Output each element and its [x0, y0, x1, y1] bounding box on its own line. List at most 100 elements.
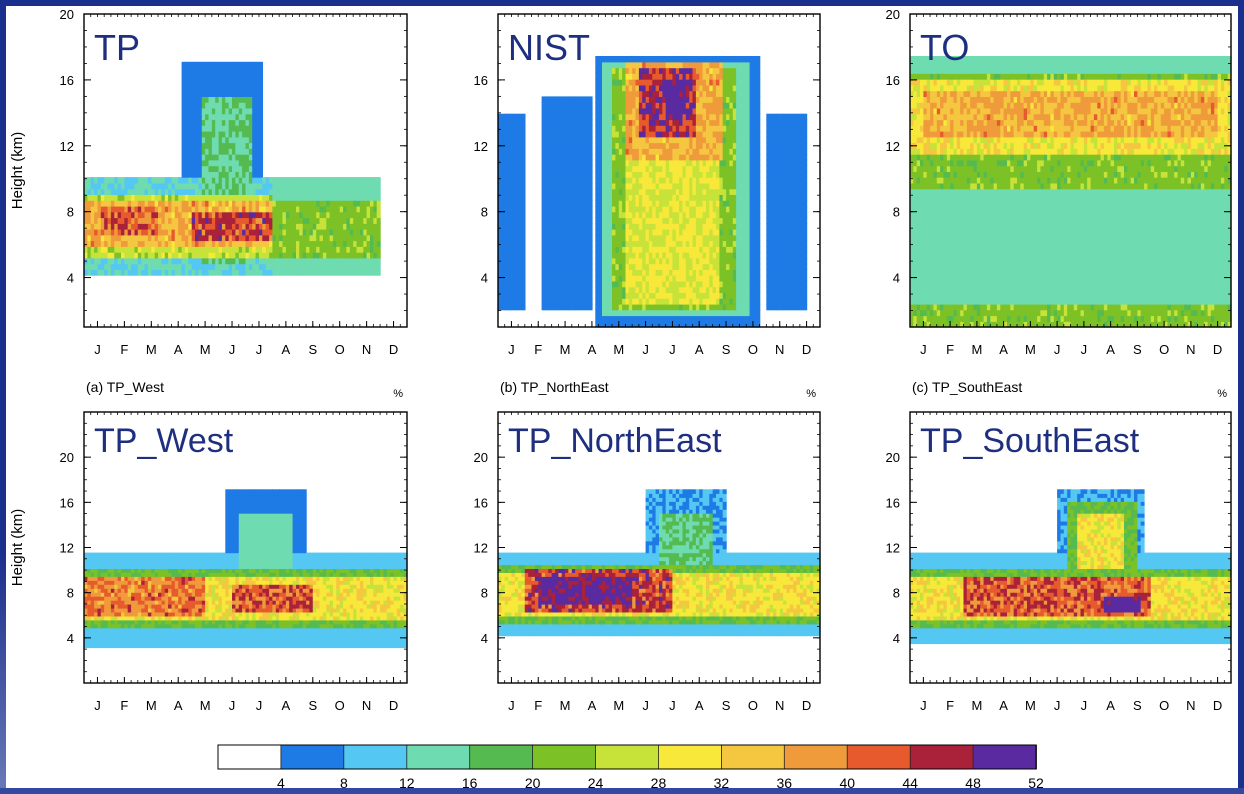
heat-cell: [198, 234, 203, 242]
heat-cell: [719, 67, 724, 74]
heat-cell: [719, 246, 724, 253]
heat-cell: [211, 205, 216, 213]
heat-cell: [137, 246, 142, 253]
heat-cell: [659, 229, 663, 236]
heat-cell: [645, 79, 650, 86]
heat-cell: [265, 229, 270, 236]
heat-cell: [726, 67, 731, 74]
heat-cell: [201, 125, 206, 132]
heat-cell: [242, 113, 247, 121]
heat-cell: [198, 194, 203, 201]
heat-cell: [232, 84, 236, 92]
heat-cell: [171, 223, 176, 230]
heat-cell: [100, 263, 105, 270]
heat-cell: [682, 90, 687, 97]
heat-cell: [612, 177, 616, 184]
heat-cell: [716, 171, 720, 178]
heat-cell: [373, 229, 378, 236]
heat-cell: [521, 182, 526, 190]
heat-cell: [638, 154, 643, 161]
heat-cell: [339, 257, 344, 265]
heat-cell: [726, 125, 731, 132]
heat-cell: [581, 165, 586, 172]
heat-cell: [648, 113, 653, 121]
heat-cell: [598, 217, 603, 224]
heat-cell: [709, 102, 714, 109]
heat-cell: [127, 200, 132, 207]
heat-cell: [709, 154, 714, 161]
heat-cell: [682, 252, 687, 259]
heat-cell: [259, 188, 263, 195]
heat-cell: [302, 200, 307, 207]
heat-cell: [732, 182, 737, 190]
heat-cell: [722, 148, 727, 155]
heat-cell: [104, 234, 109, 242]
heat-cell: [255, 234, 260, 242]
heat-cell: [602, 292, 606, 299]
heat-cell: [545, 102, 549, 109]
heat-cell: [669, 96, 674, 103]
heat-cell: [232, 113, 236, 121]
heat-cell: [181, 125, 186, 132]
heat-cell: [679, 136, 684, 144]
heat-cell: [127, 177, 132, 184]
heat-cell: [363, 211, 368, 219]
heat-cell: [218, 200, 223, 207]
heat-cell: [665, 298, 670, 305]
heat-cell: [518, 119, 523, 126]
heat-cell: [238, 142, 243, 149]
heat-cell: [689, 159, 694, 167]
heat-cell: [147, 246, 152, 253]
heat-cell: [638, 246, 643, 253]
heat-cell: [702, 246, 707, 253]
heat-cell: [732, 200, 737, 207]
heat-cell: [622, 269, 627, 276]
heat-cell: [615, 131, 620, 138]
heat-cell: [228, 269, 233, 276]
heat-cell: [255, 182, 260, 190]
heat-cell: [598, 119, 603, 126]
heat-cell: [191, 234, 196, 242]
heat-cell: [511, 119, 516, 126]
heat-cell: [585, 165, 590, 172]
heat-cell: [541, 205, 546, 213]
heat-cell: [232, 217, 236, 224]
heat-cell: [137, 223, 142, 230]
heat-cell: [195, 154, 199, 161]
heat-cell: [511, 142, 516, 149]
heat-cell: [508, 119, 513, 126]
heat-cell: [514, 286, 519, 293]
heat-cell: [232, 223, 236, 230]
heat-cell: [545, 234, 549, 242]
heat-cell: [110, 234, 115, 242]
heat-cell: [87, 223, 92, 230]
heat-cell: [191, 240, 196, 247]
heat-cell: [221, 240, 226, 247]
heat-cell: [551, 136, 556, 144]
heat-cell: [618, 315, 623, 322]
heat-cell: [221, 200, 226, 207]
heat-cell: [565, 96, 570, 103]
heat-cell: [504, 240, 509, 247]
heat-cell: [571, 280, 576, 288]
heat-cell: [685, 217, 690, 224]
heat-cell: [100, 246, 105, 253]
heat-cell: [709, 240, 714, 247]
heat-cell: [201, 182, 206, 190]
heat-cell: [665, 292, 670, 299]
heat-cell: [221, 177, 226, 184]
heat-cell: [211, 234, 216, 242]
heat-cell: [706, 280, 710, 288]
heat-cell: [195, 240, 199, 247]
heat-cell: [376, 223, 381, 230]
heat-cell: [181, 113, 186, 121]
heat-cell: [702, 96, 707, 103]
heat-cell: [235, 136, 240, 144]
heat-cell: [575, 217, 580, 224]
heat-cell: [356, 211, 361, 219]
heat-cell: [312, 182, 317, 190]
heat-cell: [555, 142, 559, 149]
heat-cell: [732, 257, 737, 265]
heat-cell: [104, 246, 109, 253]
heat-cell: [104, 263, 109, 270]
